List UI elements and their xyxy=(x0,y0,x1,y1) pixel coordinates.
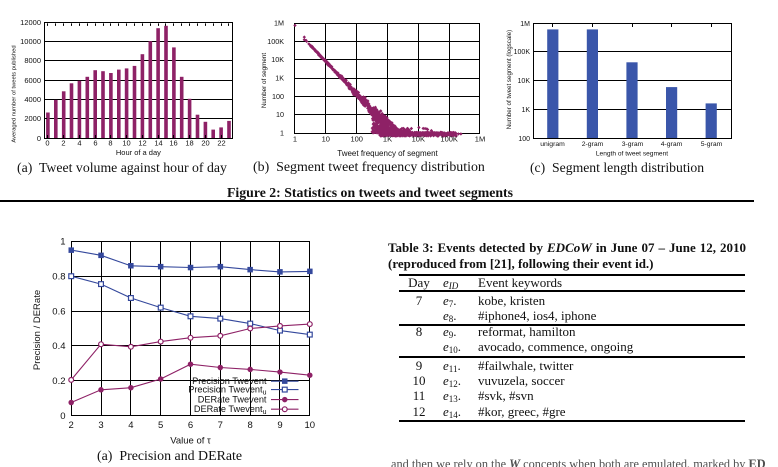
svg-text:8: 8 xyxy=(248,420,253,431)
svg-text:9: 9 xyxy=(277,420,282,431)
svg-text:4: 4 xyxy=(128,420,133,431)
svg-text:7: 7 xyxy=(218,420,223,431)
svg-text:22: 22 xyxy=(217,139,225,148)
svg-text:10: 10 xyxy=(276,110,284,119)
svg-text:DERate Twevent: DERate Twevent xyxy=(198,395,267,405)
svg-text:5-gram: 5-gram xyxy=(701,141,723,148)
svg-text:1: 1 xyxy=(293,135,297,144)
svg-text:0: 0 xyxy=(37,134,41,143)
svg-text:20: 20 xyxy=(201,139,209,148)
svg-text:100: 100 xyxy=(350,135,363,144)
svg-text:Precision Tweventu: Precision Tweventu xyxy=(188,385,266,397)
svg-text:Precision / DERate: Precision / DERate xyxy=(32,290,43,370)
svg-text:4: 4 xyxy=(77,139,81,148)
svg-text:0.2: 0.2 xyxy=(52,376,65,387)
svg-text:1M: 1M xyxy=(520,21,530,28)
svg-text:unigram: unigram xyxy=(540,141,565,148)
svg-text:4000: 4000 xyxy=(24,95,41,104)
svg-text:6000: 6000 xyxy=(24,76,41,85)
svg-text:100: 100 xyxy=(272,92,284,101)
svg-text:1K: 1K xyxy=(383,135,392,144)
svg-text:6: 6 xyxy=(188,420,193,431)
svg-text:DERate Tweventu: DERate Tweventu xyxy=(194,404,267,416)
svg-text:0.8: 0.8 xyxy=(52,271,65,282)
svg-text:1M: 1M xyxy=(475,135,485,144)
svg-text:Hour of a day: Hour of a day xyxy=(116,148,161,157)
svg-text:10000: 10000 xyxy=(20,37,41,46)
svg-text:18: 18 xyxy=(185,139,193,148)
svg-text:3-gram: 3-gram xyxy=(622,141,644,148)
svg-text:100K: 100K xyxy=(267,37,284,46)
svg-text:Number of segment: Number of segment xyxy=(261,53,268,109)
svg-text:10K: 10K xyxy=(271,55,284,64)
svg-text:12000: 12000 xyxy=(20,18,41,27)
svg-text:Value of τ: Value of τ xyxy=(170,436,211,447)
svg-text:2000: 2000 xyxy=(24,114,41,123)
svg-text:5: 5 xyxy=(158,420,163,431)
svg-text:Number of tweet segment (logsc: Number of tweet segment (logscale) xyxy=(506,30,513,129)
svg-text:Precision Twevent: Precision Twevent xyxy=(192,376,267,386)
svg-text:100: 100 xyxy=(518,136,530,143)
svg-text:12: 12 xyxy=(138,139,146,148)
svg-text:10: 10 xyxy=(122,139,130,148)
svg-text:100K: 100K xyxy=(440,135,458,144)
svg-text:14: 14 xyxy=(154,139,162,148)
svg-text:2: 2 xyxy=(61,139,65,148)
svg-text:4-gram: 4-gram xyxy=(661,141,683,148)
svg-text:1K: 1K xyxy=(275,74,284,83)
svg-text:10K: 10K xyxy=(518,78,531,85)
svg-text:2-gram: 2-gram xyxy=(582,141,604,148)
svg-text:0.4: 0.4 xyxy=(52,341,65,352)
svg-text:3: 3 xyxy=(98,420,103,431)
svg-text:100K: 100K xyxy=(514,49,531,56)
svg-text:0.6: 0.6 xyxy=(52,306,65,317)
svg-text:6: 6 xyxy=(93,139,97,148)
svg-text:0: 0 xyxy=(45,139,49,148)
svg-text:10: 10 xyxy=(305,420,316,431)
svg-text:Tweet frequency of segment: Tweet frequency of segment xyxy=(337,149,438,158)
svg-text:0: 0 xyxy=(60,411,65,422)
svg-text:10K: 10K xyxy=(412,135,425,144)
svg-text:10: 10 xyxy=(322,135,330,144)
svg-text:1M: 1M xyxy=(274,19,284,28)
svg-text:8: 8 xyxy=(108,139,112,148)
svg-text:Averaged number of tweets publ: Averaged number of tweets published xyxy=(12,45,18,142)
svg-text:1: 1 xyxy=(280,129,284,138)
svg-text:1: 1 xyxy=(60,237,65,248)
svg-text:Length of tweet segment: Length of tweet segment xyxy=(596,151,668,158)
svg-text:8000: 8000 xyxy=(24,56,41,65)
svg-text:2: 2 xyxy=(69,420,74,431)
svg-text:1K: 1K xyxy=(521,107,530,114)
svg-text:16: 16 xyxy=(169,139,177,148)
